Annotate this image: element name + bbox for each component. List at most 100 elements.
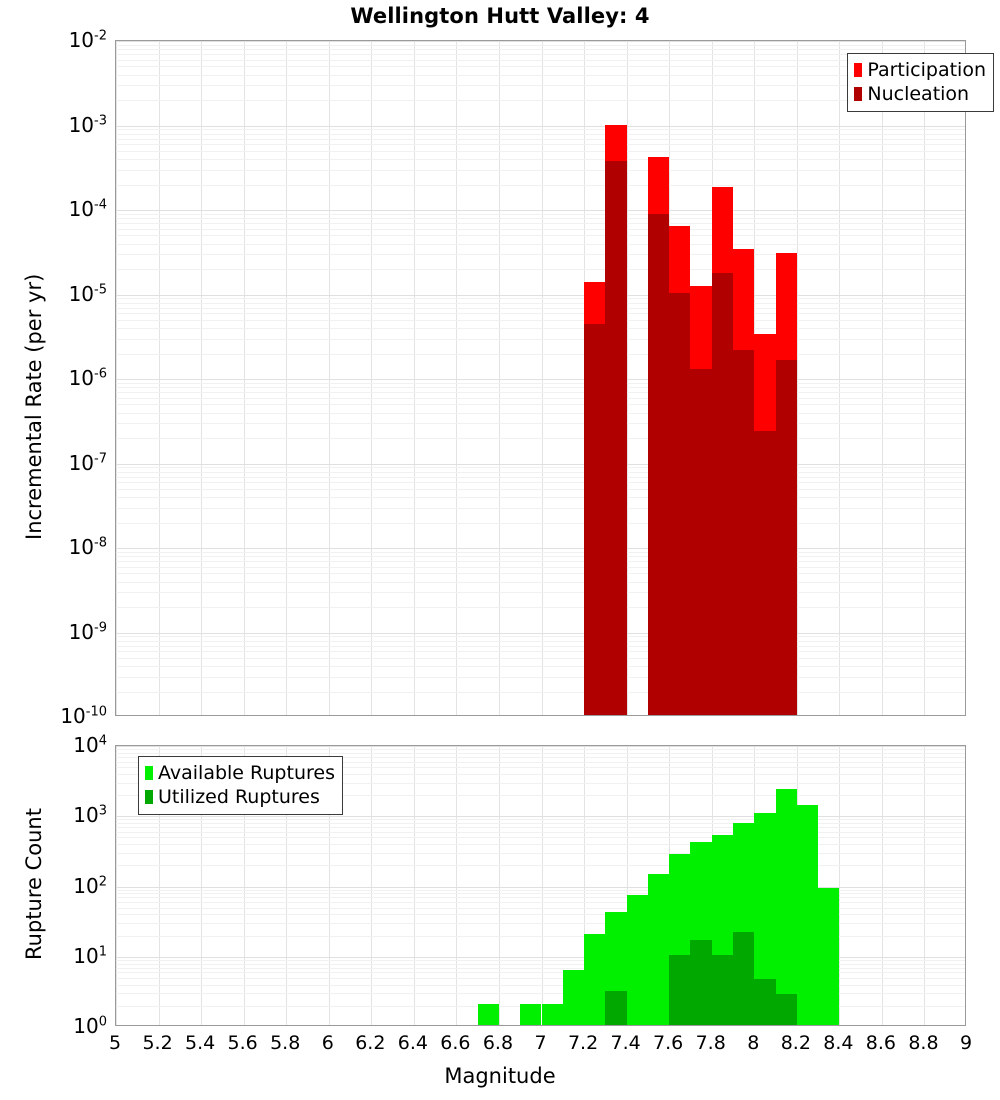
gridline-horizontal <box>116 767 965 769</box>
gridline-horizontal <box>116 353 965 355</box>
gridline-horizontal <box>116 159 965 161</box>
bar-nucleation <box>775 359 797 715</box>
gridline-horizontal <box>116 607 965 609</box>
bar-available-ruptures <box>520 1003 542 1025</box>
bar-nucleation <box>732 349 755 715</box>
gridline-horizontal <box>116 66 965 68</box>
gridline-horizontal <box>116 144 965 146</box>
x-tick-label: 8.6 <box>865 1032 896 1054</box>
x-tick-labels: 5 5.2 5.4 5.6 5.8 6 6.2 6.4 6.6 6.8 7 7.2 7.4 7.6 7.8 8… <box>0 1032 1000 1062</box>
gridline-horizontal <box>116 773 965 775</box>
bar-available-ruptures <box>754 812 776 1025</box>
nucleation-swatch-icon <box>854 87 863 101</box>
gridline-horizontal <box>116 666 965 668</box>
gridline-horizontal <box>116 133 965 135</box>
bar-available-ruptures <box>647 874 670 1025</box>
page-title: Wellington Hutt Valley: 4 <box>350 4 650 28</box>
bar-utilized-ruptures <box>711 954 733 1025</box>
x-tick-label: 7 <box>534 1032 547 1054</box>
gridline-horizontal <box>116 125 965 127</box>
gridline-horizontal <box>116 307 965 309</box>
gridline-horizontal <box>116 935 965 937</box>
top-y-axis-title: Incremental Rate (per yr) <box>22 273 46 540</box>
gridline-horizontal <box>116 218 965 220</box>
x-tick-label: 5.6 <box>227 1032 258 1054</box>
gridline-horizontal <box>116 213 965 215</box>
y-tick-label: 10-4 <box>68 197 107 221</box>
gridline-vertical <box>116 746 117 1025</box>
gridline-vertical <box>158 746 160 1025</box>
gridline-horizontal <box>116 651 965 653</box>
gridline-horizontal <box>116 243 965 245</box>
gridline-horizontal <box>116 210 965 211</box>
legend-label: Utilized Ruptures <box>158 785 320 808</box>
gridline-horizontal <box>116 507 965 509</box>
bar-available-ruptures <box>818 887 840 1025</box>
gridline-horizontal <box>116 749 965 751</box>
bar-nucleation <box>711 273 733 715</box>
gridline-horizontal <box>116 551 965 553</box>
gridline-horizontal <box>116 254 965 256</box>
gridline-vertical <box>413 41 415 715</box>
rupture-count-plot: Available Ruptures Utilized Ruptures <box>115 745 966 1026</box>
gridline-horizontal <box>116 573 965 575</box>
gridline-horizontal <box>116 302 965 304</box>
gridline-horizontal <box>116 993 965 995</box>
x-tick-label: 6.2 <box>355 1032 386 1054</box>
x-tick-label: 9 <box>959 1032 973 1054</box>
y-tick-label: 10-6 <box>68 366 107 390</box>
gridline-horizontal <box>116 592 965 594</box>
gridline-horizontal <box>116 404 965 406</box>
bar-available-ruptures <box>584 933 606 1025</box>
gridline-horizontal <box>116 423 965 425</box>
y-tick-label: 10-5 <box>68 281 107 306</box>
gridline-vertical <box>626 41 628 715</box>
gridline-vertical <box>796 41 798 715</box>
available-ruptures-swatch-icon <box>145 766 153 780</box>
y-tick-label: 104 <box>73 733 107 757</box>
gridline-horizontal <box>116 59 965 61</box>
gridline-horizontal <box>116 831 965 833</box>
bar-available-ruptures <box>541 1003 563 1025</box>
x-tick-label: 5 <box>108 1032 122 1054</box>
gridline-vertical <box>881 746 883 1025</box>
gridline-horizontal <box>116 438 965 440</box>
gridline-horizontal <box>116 467 965 469</box>
bar-nucleation <box>605 161 627 715</box>
y-tick-label: 10-10 <box>60 704 107 728</box>
gridline-vertical <box>626 746 628 1025</box>
rupture-legend: Available Ruptures Utilized Ruptures <box>138 756 343 815</box>
gridline-vertical <box>839 41 841 715</box>
gridline-vertical <box>541 746 543 1025</box>
gridline-horizontal <box>116 902 965 904</box>
gridline-vertical <box>498 746 500 1025</box>
gridline-horizontal <box>116 956 965 958</box>
gridline-horizontal <box>116 463 965 465</box>
gridline-horizontal <box>116 100 965 102</box>
x-tick-label: 6.6 <box>440 1032 471 1054</box>
gridline-horizontal <box>116 897 965 899</box>
legend-item: Utilized Ruptures <box>145 785 335 809</box>
legend-item: Participation <box>854 58 986 82</box>
y-tick-label: 10-8 <box>68 535 107 559</box>
gridline-horizontal <box>116 397 965 399</box>
gridline-horizontal <box>116 44 965 46</box>
bar-available-ruptures <box>775 788 797 1025</box>
gridline-horizontal <box>116 319 965 321</box>
gridline-vertical <box>243 746 245 1025</box>
x-tick-label: 8.2 <box>780 1032 811 1054</box>
gridline-horizontal <box>116 548 965 549</box>
gridline-vertical <box>541 41 543 715</box>
legend-label: Nucleation <box>867 82 970 105</box>
bar-available-ruptures <box>562 970 585 1025</box>
gridline-horizontal <box>116 129 965 131</box>
x-tick-label: 8.8 <box>908 1032 939 1054</box>
gridline-horizontal <box>116 49 965 51</box>
gridline-horizontal <box>116 223 965 225</box>
bar-utilized-ruptures <box>605 991 627 1025</box>
x-tick-label: 6.4 <box>397 1032 428 1054</box>
x-tick-label: 5.2 <box>142 1032 173 1054</box>
utilized-ruptures-swatch-icon <box>145 790 153 804</box>
gridline-horizontal <box>116 497 965 499</box>
y-tick-label: 10-9 <box>68 619 107 644</box>
